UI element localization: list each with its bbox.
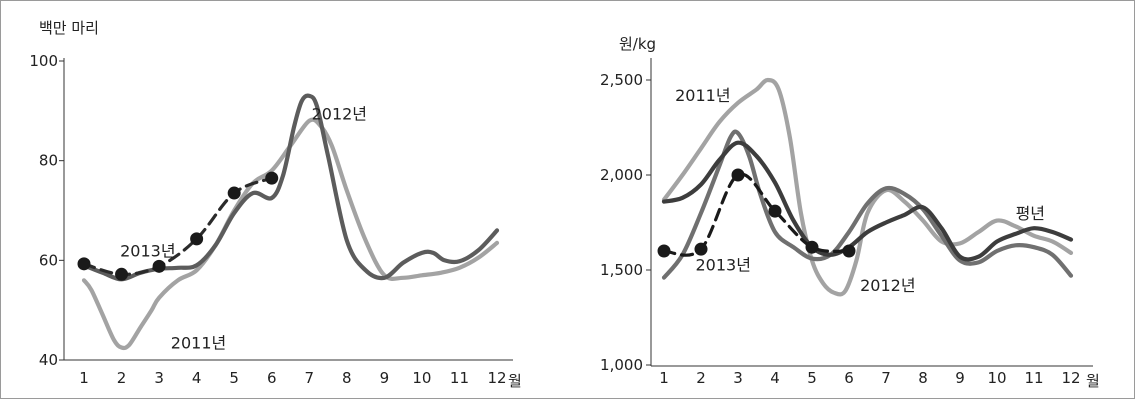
data-point [768, 204, 782, 218]
data-point [842, 244, 856, 258]
x-tick-label: 8 [918, 369, 928, 387]
x-tick-label: 11 [450, 369, 469, 387]
data-point [115, 267, 129, 281]
series-annotation: 2012년 [312, 104, 367, 123]
y-tick-label: 80 [39, 152, 58, 170]
y-tick-label: 1,500 [600, 261, 643, 279]
series-annotation: 2011년 [171, 334, 226, 353]
x-tick-label: 4 [770, 369, 780, 387]
data-point [657, 244, 671, 258]
series-line [661, 140, 1074, 262]
x-tick-label: 12 [487, 369, 506, 387]
data-point [190, 232, 204, 246]
x-tick-label: 3 [733, 369, 743, 387]
x-tick-label: 9 [380, 369, 390, 387]
y-tick-label: 60 [39, 251, 58, 269]
series-annotation: 2012년 [860, 276, 915, 295]
y-tick-label: 1,000 [600, 356, 643, 374]
x-tick-label: 11 [1024, 369, 1043, 387]
series-line [662, 172, 851, 257]
data-point [265, 171, 279, 185]
data-point [731, 168, 745, 182]
x-tick-label: 5 [807, 369, 817, 387]
x-tick-label: 2 [696, 369, 706, 387]
x-tick-label: 12 [1061, 369, 1080, 387]
data-point [152, 259, 166, 273]
series-group [657, 77, 1074, 297]
x-tick-label: 4 [192, 369, 202, 387]
data-point [805, 240, 819, 254]
x-tick-label: 9 [955, 369, 965, 387]
x-tick-label: 6 [844, 369, 854, 387]
data-point [227, 186, 241, 200]
series-line [661, 77, 1074, 297]
series-line [661, 129, 1074, 280]
y-tick-label: 2,500 [600, 71, 643, 89]
x-tick-label: 7 [881, 369, 891, 387]
x-tick-label: 1 [659, 369, 669, 387]
x-tick-label: 6 [267, 369, 277, 387]
series-group [77, 93, 500, 351]
x-tick-label: 8 [342, 369, 352, 387]
y-tick-label: 100 [29, 52, 58, 70]
x-tick-label: 10 [987, 369, 1006, 387]
x-tick-label: 7 [304, 369, 314, 387]
series-annotation: 2013년 [695, 255, 750, 274]
annotation-group: 2011년 2013년 2012년 평년 [675, 86, 1045, 295]
annotation-group: 2012년 2013년 2011년 [120, 104, 367, 352]
y-tick-label: 40 [39, 351, 58, 369]
series-line [81, 93, 500, 282]
y-axis-label: 원/kg [619, 35, 656, 53]
series-annotation: 평년 [1016, 204, 1045, 223]
x-tick-label: 5 [229, 369, 239, 387]
data-point [694, 242, 708, 256]
x-tick-label: 10 [412, 369, 431, 387]
x-tick-label: 1 [79, 369, 89, 387]
x-axis-unit: 월 [508, 372, 522, 390]
x-tick-label: 2 [117, 369, 127, 387]
data-point [77, 257, 91, 271]
x-tick-label: 3 [154, 369, 164, 387]
x-axis-unit: 월 [1086, 372, 1100, 390]
series-line [81, 117, 500, 351]
y-axis-label: 백만 마리 [39, 19, 99, 37]
series-annotation: 2011년 [675, 86, 730, 105]
y-tick-label: 2,000 [600, 166, 643, 184]
series-annotation: 2013년 [120, 241, 175, 260]
